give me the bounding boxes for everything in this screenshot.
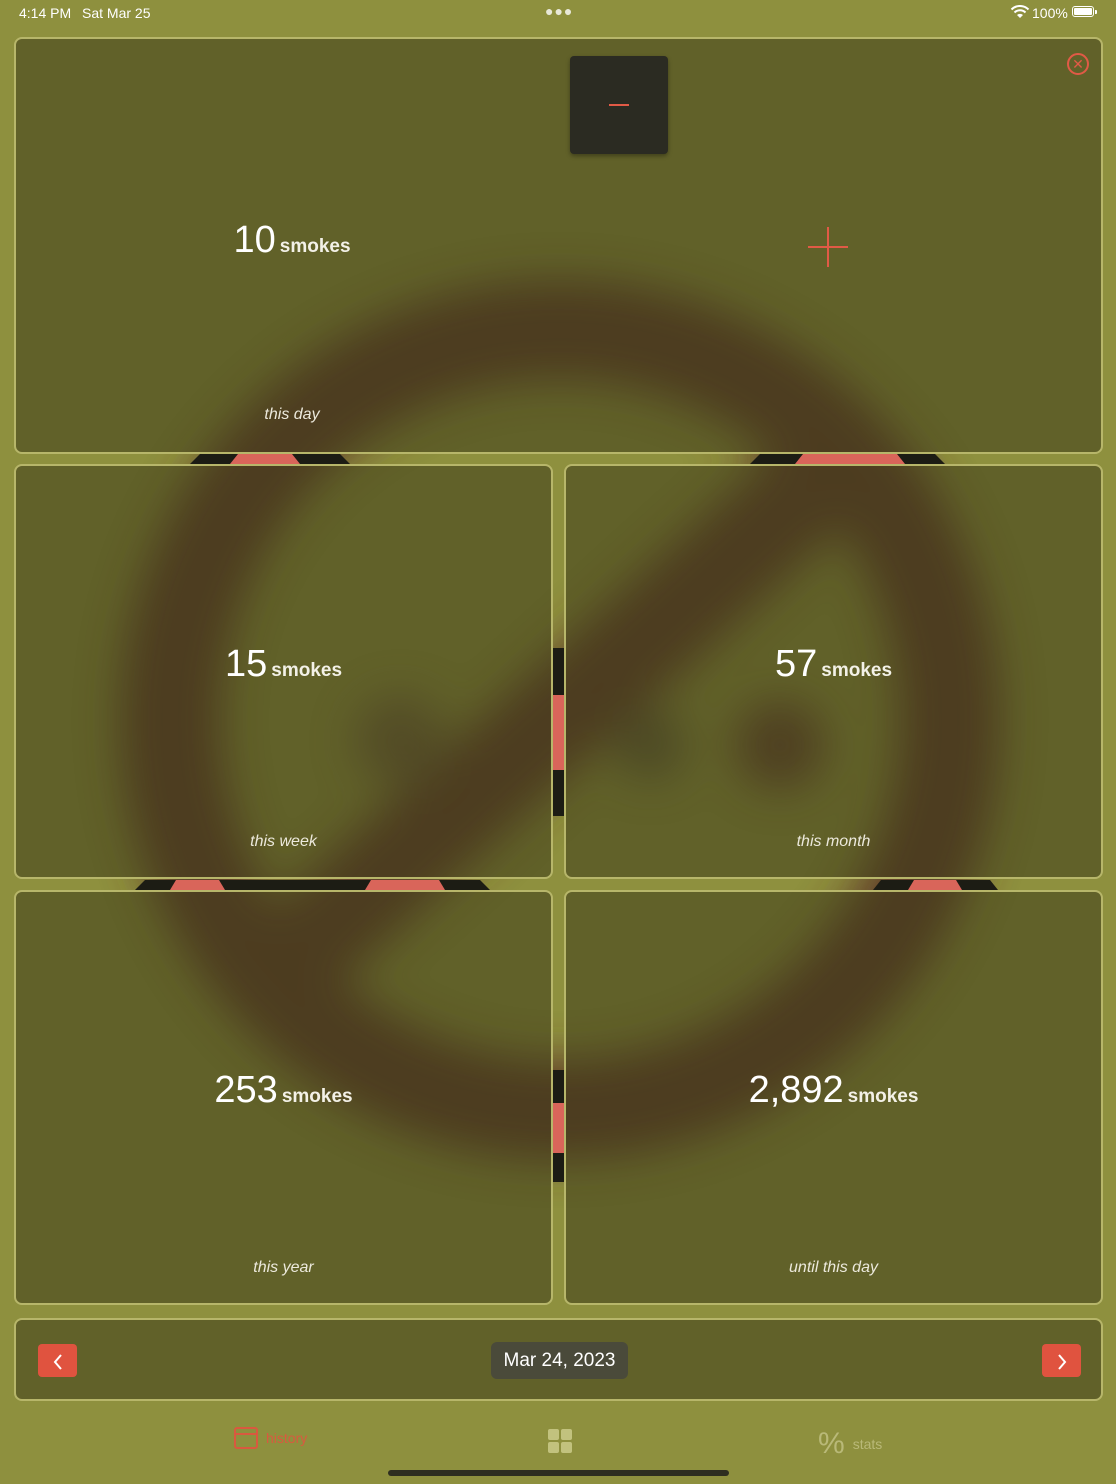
battery-icon — [1072, 6, 1097, 17]
wifi-icon — [1010, 5, 1030, 18]
tab-history[interactable]: history — [234, 1427, 307, 1457]
battery-percentage: 100% — [1032, 5, 1068, 21]
day-counter-card: ✕ 10 smokes this day — [14, 37, 1103, 454]
close-circle-icon[interactable]: ✕ — [1067, 53, 1089, 75]
week-count-value: 15 — [224, 643, 268, 685]
percent-icon: % — [818, 1427, 845, 1460]
tab-bar: history % stats — [0, 1410, 1116, 1484]
tab-stats-label: stats — [852, 1436, 883, 1452]
date-picker-button[interactable]: Mar 24, 2023 — [491, 1342, 628, 1379]
week-count: 15 smokes — [16, 643, 551, 686]
month-count: 57 smokes — [566, 643, 1101, 686]
status-date: Sat Mar 25 — [82, 5, 151, 21]
month-count-unit: smokes — [821, 660, 893, 681]
status-time: 4:14 PM — [19, 5, 72, 21]
day-count-unit: smokes — [279, 236, 351, 257]
decrement-button[interactable] — [570, 56, 668, 154]
plus-icon[interactable] — [808, 227, 848, 267]
previous-day-button[interactable] — [38, 1344, 77, 1377]
home-indicator[interactable] — [388, 1470, 729, 1476]
month-caption: this month — [796, 833, 871, 850]
year-count-value: 253 — [214, 1069, 278, 1111]
total-count-unit: smokes — [847, 1086, 919, 1107]
tab-history-label: history — [266, 1430, 308, 1446]
month-stat-card: 57 smokes this month — [564, 464, 1103, 879]
day-count-value: 10 — [233, 219, 276, 261]
year-caption: this year — [253, 1259, 314, 1276]
minus-icon — [609, 104, 629, 106]
month-count-value: 57 — [774, 643, 818, 685]
year-stat-card: 253 smokes this year — [14, 890, 553, 1305]
total-count: 2,892 smokes — [566, 1069, 1101, 1112]
calendar-icon — [234, 1427, 258, 1449]
next-day-button[interactable] — [1042, 1344, 1081, 1377]
total-stat-card: 2,892 smokes until this day — [564, 890, 1103, 1305]
week-caption: this week — [250, 833, 317, 850]
total-count-value: 2,892 — [748, 1069, 844, 1111]
tab-stats[interactable]: % stats — [818, 1427, 883, 1460]
week-stat-card: 15 smokes this week — [14, 464, 553, 879]
week-count-unit: smokes — [271, 660, 343, 681]
day-caption: this day — [264, 406, 320, 423]
date-navigation-bar: Mar 24, 2023 — [14, 1318, 1103, 1401]
day-count: 10 smokes — [16, 219, 568, 262]
total-caption: until this day — [789, 1259, 878, 1276]
year-count: 253 smokes — [16, 1069, 551, 1112]
tab-home[interactable] — [548, 1427, 572, 1457]
year-count-unit: smokes — [281, 1086, 353, 1107]
multitasking-dots-icon[interactable]: ●●● — [545, 3, 574, 19]
chevron-right-icon — [1057, 1354, 1066, 1370]
chevron-left-icon — [53, 1354, 62, 1370]
status-bar: 4:14 PM Sat Mar 25 ●●● 100% — [0, 0, 1116, 28]
